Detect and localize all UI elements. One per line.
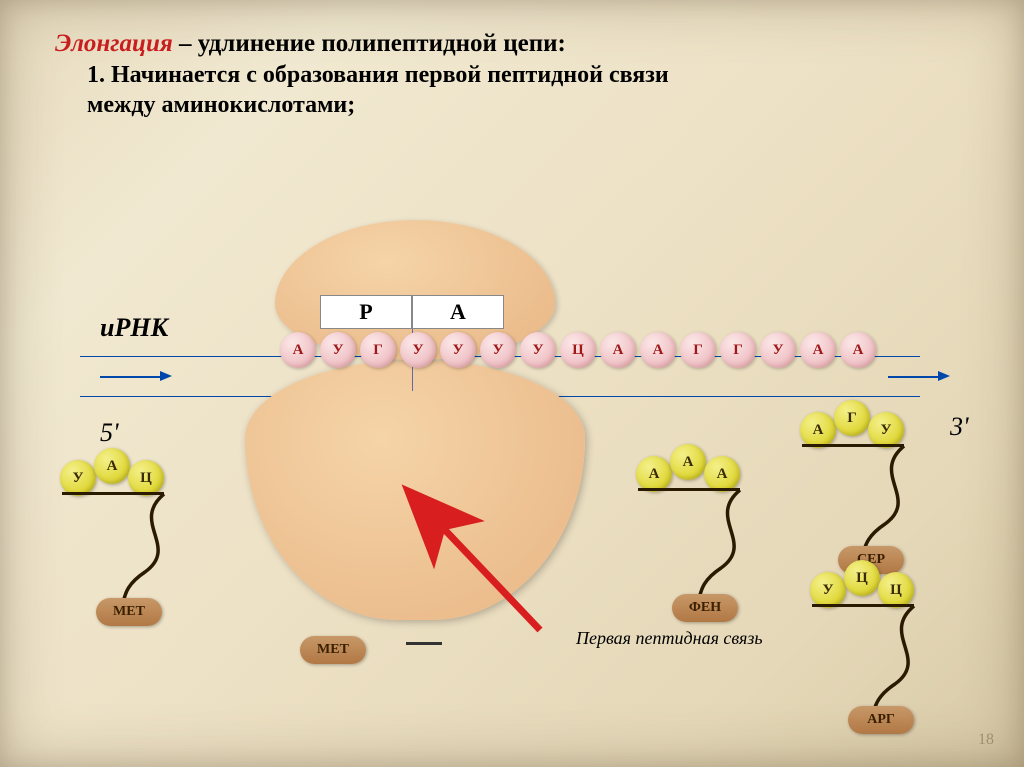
red-arrow-icon	[0, 0, 1024, 767]
page-number: 18	[978, 731, 994, 749]
bond-label: Первая пептидная связь	[576, 628, 763, 649]
